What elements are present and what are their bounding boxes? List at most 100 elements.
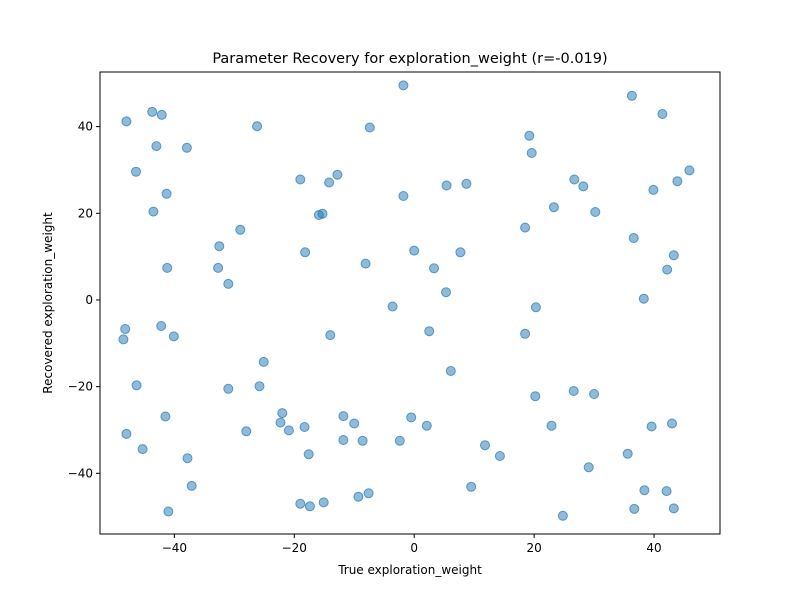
data-point [480,440,490,451]
data-point [629,503,640,514]
data-point [349,418,360,429]
data-point [168,331,179,342]
data-point [520,328,531,339]
data-point [283,425,294,436]
data-point [441,287,451,298]
y-axis-label: Recovered exploration_weight [41,212,55,394]
y-tick-label: −20 [68,380,93,394]
data-point [548,202,559,213]
x-tick-label: −40 [162,541,187,555]
data-point [120,324,131,334]
data-point [461,178,472,189]
data-point [638,293,649,304]
data-point [303,449,314,460]
data-point [583,462,594,473]
data-points [118,80,695,521]
data-point [148,206,159,217]
data-point [589,389,600,399]
data-point [181,142,192,153]
data-point [357,435,368,446]
data-point [441,180,452,191]
data-point [424,326,435,337]
data-point [147,106,158,117]
data-point [277,408,288,419]
data-point [648,184,659,195]
data-point [568,386,579,396]
y-tick-label: 40 [78,120,93,134]
data-point [214,241,225,252]
data-point [668,503,679,514]
data-point [252,121,263,132]
data-point [520,222,531,233]
data-point [121,116,132,127]
data-point [445,366,456,376]
x-axis-ticks: −40 −20 0 20 40 [162,534,662,555]
x-tick-label: −20 [282,541,307,555]
data-point [156,321,167,331]
data-point [360,258,371,269]
data-point [524,130,535,141]
data-point [160,411,171,422]
data-point [364,122,375,133]
data-point [223,383,234,394]
data-point [398,191,409,201]
data-point [318,497,329,508]
data-point [569,174,580,185]
data-point [387,301,398,312]
data-point [590,207,601,217]
data-point [118,334,129,345]
data-point [131,380,142,391]
data-point [466,481,477,492]
x-axis-label: True exploration_weight [337,563,482,577]
data-point [353,491,364,502]
data-point [406,412,417,423]
data-point [578,181,589,192]
y-tick-label: 0 [85,293,93,307]
x-tick-label: 0 [410,541,418,555]
data-point [622,448,633,459]
data-point [254,381,265,392]
data-point [182,453,193,464]
data-point [668,250,679,261]
chart-title: Parameter Recovery for exploration_weigh… [212,51,607,67]
data-point [546,420,557,431]
data-point [494,451,505,461]
data-point [258,356,269,367]
data-point [338,411,349,422]
data-point [137,444,148,455]
data-point [363,488,374,499]
data-point [213,262,224,273]
data-point [325,330,336,341]
data-point [235,224,246,235]
data-point [299,422,310,432]
data-point [295,174,306,185]
data-point [151,141,162,152]
data-point [557,510,568,521]
data-point [661,486,672,497]
data-point [398,80,409,91]
y-tick-label: 20 [78,206,93,220]
data-point [455,247,466,258]
data-point [131,166,141,177]
data-point [628,233,639,243]
data-point [421,420,432,431]
data-point [332,169,343,180]
x-tick-label: 20 [526,541,541,555]
data-point [394,435,405,446]
data-point [530,391,541,402]
data-point [223,278,234,289]
data-point [313,210,324,220]
data-point [324,177,335,188]
data-point [275,417,286,428]
data-point [672,176,683,187]
y-axis-ticks: −40 −20 0 20 40 [68,120,100,480]
data-point [667,418,677,429]
data-point [429,263,439,274]
data-point [186,480,197,491]
data-point [300,247,311,258]
y-tick-label: −40 [68,466,93,480]
data-point [162,262,173,273]
data-point [684,165,695,176]
data-point [662,264,673,275]
